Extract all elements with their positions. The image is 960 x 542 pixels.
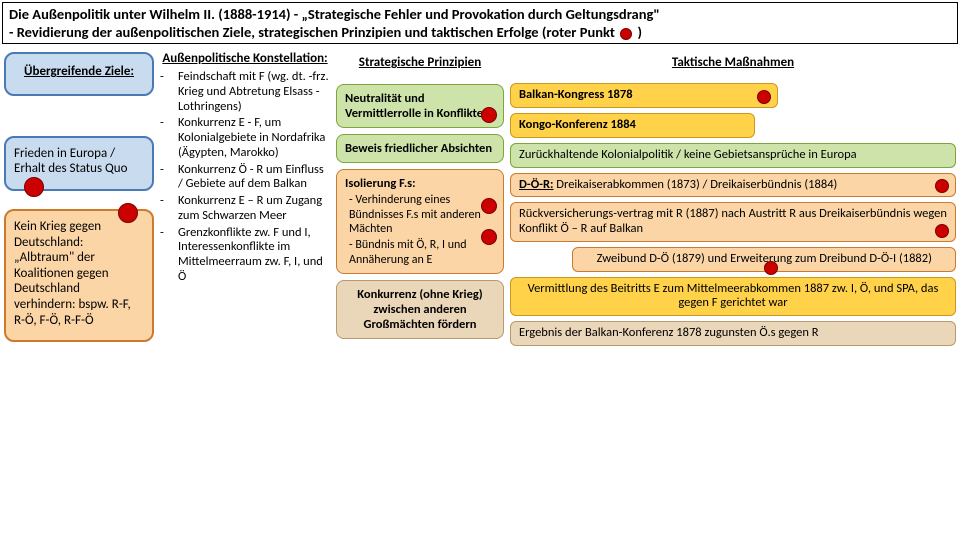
taktik-box-5: Rückversicherungs-vertrag mit R (1887) n… [510,202,956,242]
bullet-text: Grenzkonflikte zw. F und I, Interessenko… [178,226,330,285]
column-ziele: Übergreifende Ziele: Frieden in Europa /… [4,52,154,346]
bullet-text: Feindschaft mit F (wg. dt. -frz. Krieg u… [178,70,330,114]
red-dot-icon [935,179,949,193]
taktik-box-1: Balkan-Kongress 1878 [510,83,778,108]
title-line-1: Die Außenpolitik unter Wilhelm II. (1888… [9,5,951,23]
taktik-box-8: Ergebnis der Balkan-Konferenz 1878 zugun… [510,321,956,346]
konstellation-item: -Konkurrenz E - F, um Kolonialgebiete in… [160,116,330,160]
bullet-text: Konkurrenz E – R um Zugang zum Schwarzen… [178,194,330,224]
column-konstellation: Außenpolitische Konstellation: -Feindsch… [160,52,330,346]
strategie-box-4: Konkurrenz (ohne Krieg) zwischen anderen… [336,280,504,339]
bullet-text: Konkurrenz E - F, um Kolonialgebiete in … [178,116,330,160]
konstellation-item: -Grenzkonflikte zw. F und I, Interessenk… [160,226,330,285]
column-strategie: Strategische Prinzipien Neutralität und … [336,52,504,346]
strategie-box-1: Neutralität und Vermittlerrolle in Konfl… [336,84,504,128]
title-line-2: - Revidierung der außenpolitischen Ziele… [9,23,951,41]
konstellation-header: Außenpolitische Konstellation: [160,52,330,70]
strategie-header: Strategische Prinzipien [336,52,504,78]
ziele-header-box: Übergreifende Ziele: [4,52,154,96]
bullet-dash: - [160,116,178,160]
content-columns: Übergreifende Ziele: Frieden in Europa /… [0,46,960,350]
strategie-box-2: Beweis friedlicher Absichten [336,134,504,163]
konstellation-item: -Feindschaft mit F (wg. dt. -frz. Krieg … [160,70,330,114]
konstellation-list: -Feindschaft mit F (wg. dt. -frz. Krieg … [160,70,330,285]
konstellation-item: -Konkurrenz E – R um Zugang zum Schwarze… [160,194,330,224]
red-dot-icon [764,261,778,275]
red-dot-icon [481,107,497,123]
ziele-box-1: Frieden in Europa / Erhalt des Status Qu… [4,136,154,191]
taktik-box-6: Zweibund D-Ö (1879) und Erweiterung zum … [572,247,956,272]
page-title: Die Außenpolitik unter Wilhelm II. (1888… [2,2,958,44]
taktik-box-4: D-Ö-R: Dreikaiserabkommen (1873) / Dreik… [510,173,956,198]
bullet-dash: - [160,70,178,114]
red-dot-icon [24,177,44,197]
konstellation-item: -Konkurrenz Ö - R um Einfluss / Gebiete … [160,163,330,193]
strategie-box-3: Isolierung F.s: - Verhinderung eines Bün… [336,169,504,274]
taktik-box-3: Zurückhaltende Kolonialpolitik / keine G… [510,143,956,168]
bullet-dash: - [160,163,178,193]
bullet-dash: - [160,194,178,224]
column-taktik: Taktische Maßnahmen Balkan-Kongress 1878… [510,52,956,346]
red-dot-icon [757,90,771,104]
taktik-box-7: Vermittlung des Beitritts E zum Mittelme… [510,277,956,317]
taktik-box-2: Kongo-Konferenz 1884 [510,113,755,138]
bullet-text: Konkurrenz Ö - R um Einfluss / Gebiete a… [178,163,330,193]
red-dot-icon [118,203,138,223]
ziele-header: Übergreifende Ziele: [14,62,144,82]
red-dot-icon [935,224,949,238]
bullet-dash: - [160,226,178,285]
ziele-box-2: Kein Krieg gegen Deutschland: „Albtraum"… [4,209,154,342]
taktik-header: Taktische Maßnahmen [510,52,956,78]
red-dot-icon [620,28,632,40]
